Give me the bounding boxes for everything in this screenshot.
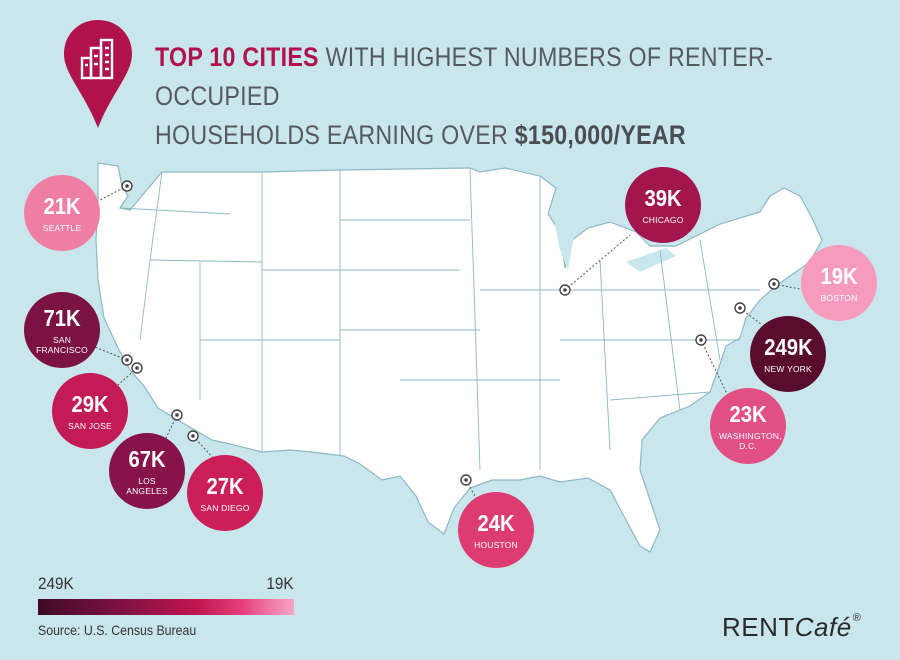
city-value: 19K — [820, 262, 858, 289]
brand-logo: RENTCafé® — [722, 612, 861, 643]
bubble-seattle: 21K SEATTLE — [24, 175, 100, 251]
legend-low-value: 19K — [266, 574, 294, 593]
city-value: 71K — [43, 304, 81, 331]
bubble-chicago: 39K CHICAGO — [625, 167, 701, 243]
city-label: NEW YORK — [764, 363, 812, 374]
city-label: LOS ANGELES — [126, 475, 168, 496]
bubble-san-diego: 27K SAN DIEGO — [187, 455, 263, 531]
page-title: TOP 10 CITIES WITH HIGHEST NUMBERS OF RE… — [155, 38, 774, 155]
title-line1: WITH HIGHEST NUMBERS OF RENTER-OCCUPIED — [155, 42, 774, 111]
city-label: SEATTLE — [42, 222, 82, 233]
title-line2: HOUSEHOLDS EARNING OVER — [155, 120, 515, 150]
registered-mark: ® — [852, 612, 862, 624]
city-value: 29K — [71, 390, 109, 417]
bubble-los-angeles: 67K LOS ANGELES — [109, 433, 185, 509]
bubble-houston: 24K HOUSTON — [458, 492, 534, 568]
city-label: HOUSTON — [474, 539, 518, 550]
city-value: 249K — [763, 333, 813, 360]
title-highlight: TOP 10 CITIES — [155, 42, 319, 72]
city-label: SAN JOSE — [68, 420, 112, 431]
city-label: SAN DIEGO — [200, 502, 250, 513]
brand-name: RENT — [722, 612, 795, 642]
legend-high-value: 249K — [38, 574, 74, 593]
source-note: Source: U.S. Census Bureau — [38, 622, 197, 638]
lake-michigan — [552, 206, 574, 270]
bubble-boston: 19K BOSTON — [801, 245, 877, 321]
bubble-san-francisco: 71K SAN FRANCISCO — [24, 292, 100, 368]
city-label: WASHINGTON, D.C. — [719, 430, 782, 451]
city-value: 24K — [477, 509, 515, 536]
city-value: 21K — [43, 192, 81, 219]
city-value: 39K — [644, 184, 682, 211]
color-legend: 249K 19K — [38, 574, 294, 615]
lake-erie — [626, 248, 676, 272]
city-value: 27K — [206, 472, 244, 499]
bubble-new-york: 249K NEW YORK — [750, 316, 826, 392]
legend-gradient-bar — [38, 599, 294, 615]
state-borders — [119, 167, 760, 471]
bubble-washington-dc: 23K WASHINGTON, D.C. — [710, 388, 786, 464]
bubble-san-jose: 29K SAN JOSE — [52, 373, 128, 449]
city-label: CHICAGO — [642, 214, 684, 225]
building-pin-icon — [64, 20, 132, 128]
title-amount: $150,000/YEAR — [514, 120, 686, 150]
city-label: BOSTON — [820, 292, 858, 303]
city-label: SAN FRANCISCO — [36, 334, 88, 355]
brand-name-italic: Café — [794, 612, 852, 642]
city-value: 23K — [729, 400, 767, 427]
city-value: 67K — [128, 445, 166, 472]
